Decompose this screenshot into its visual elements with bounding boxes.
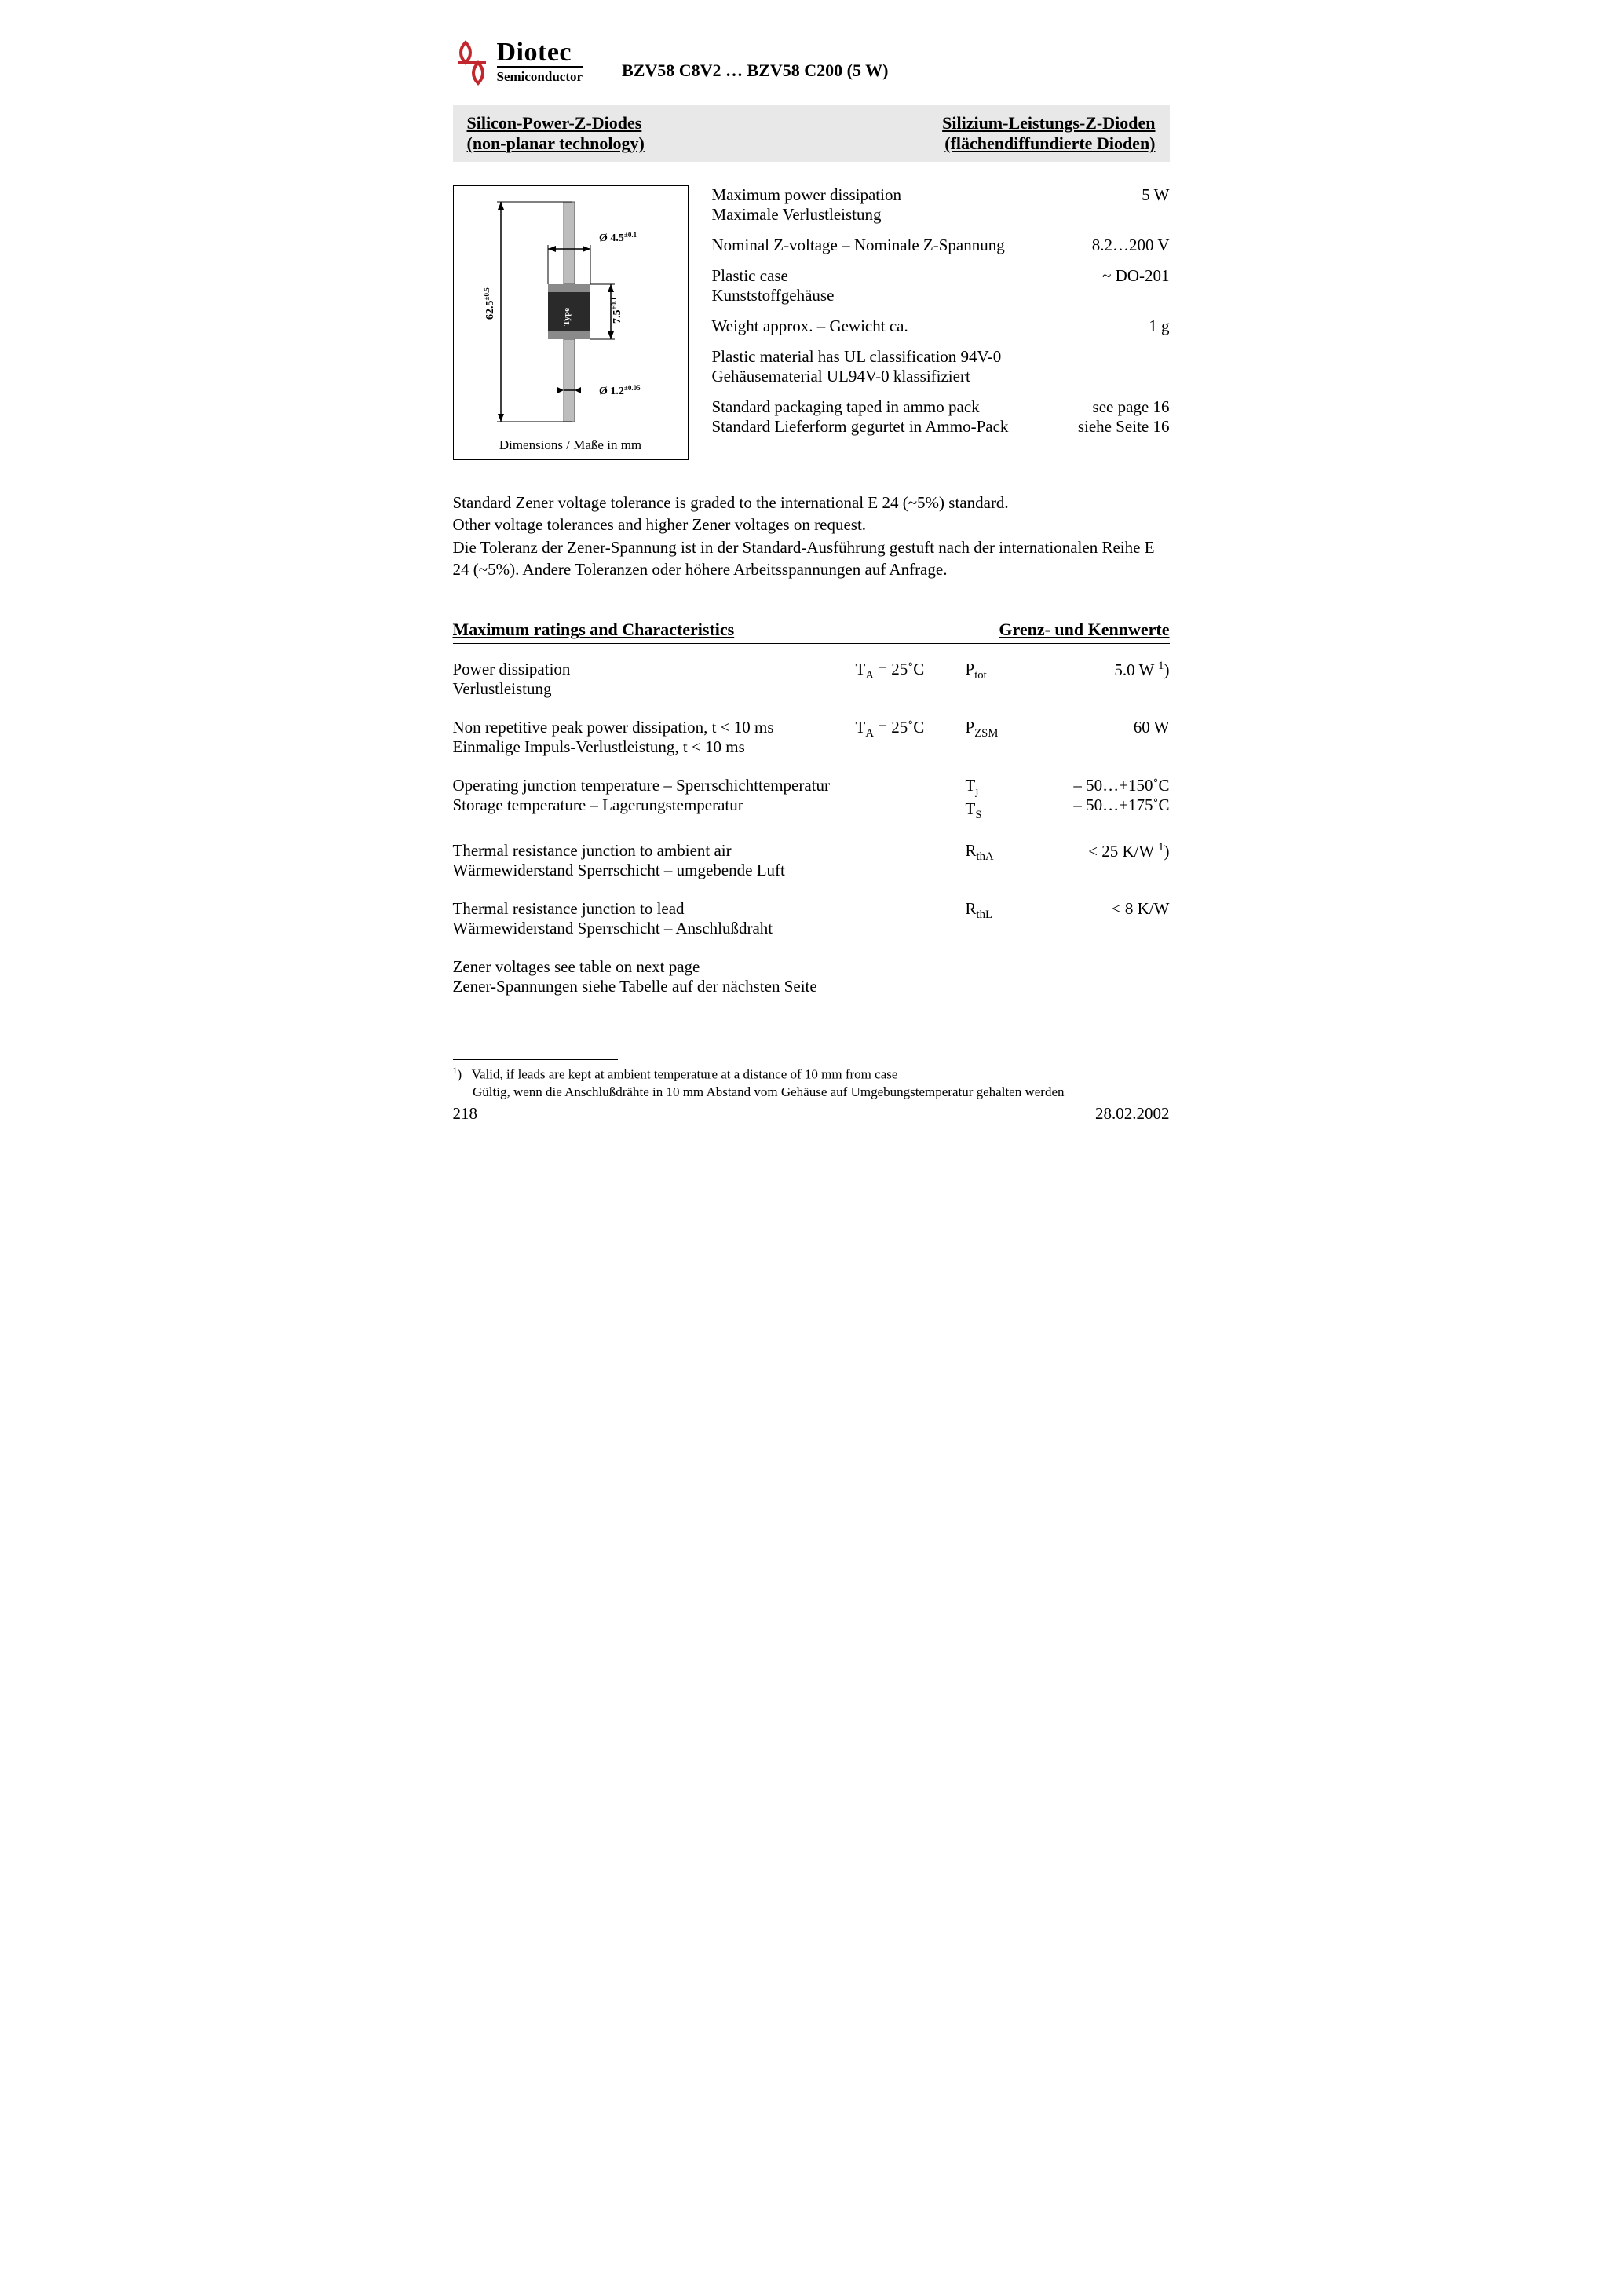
rating-row: Thermal resistance junction to ambient a… [453,841,1170,880]
footnote-en: Valid, if leads are kept at ambient temp… [472,1066,898,1081]
logo-name: Diotec [497,39,583,66]
logo: Diotec Semiconductor [453,39,583,86]
band-left: Silicon-Power-Z-Diodes (non-planar techn… [467,113,645,154]
svg-text:Ø 4.5±0.1: Ø 4.5±0.1 [599,231,637,244]
ratings-header-left: Maximum ratings and Characteristics [453,620,735,640]
page-header: Diotec Semiconductor BZV58 C8V2 … BZV58 … [453,39,1170,86]
spec-list: Maximum power dissipationMaximale Verlus… [712,185,1170,460]
footnote-marker: 1 [453,1065,458,1076]
package-diagram: Type 62.5±0.5 Ø 4.5±0.1 [453,185,689,460]
ratings-table: Power dissipationVerlustleistungTA = 25˚… [453,660,1170,996]
tolerance-paragraph: Standard Zener voltage tolerance is grad… [453,492,1170,580]
spec-row: Maximum power dissipationMaximale Verlus… [712,185,1170,225]
para-en2: Other voltage tolerances and higher Zene… [453,515,867,534]
rating-row: Thermal resistance junction to leadWärme… [453,899,1170,938]
page-date: 28.02.2002 [1095,1104,1170,1124]
ratings-header-right: Grenz- und Kennwerte [999,620,1169,640]
band-right-2: (flächendiffundierte Dioden) [944,133,1155,153]
spec-row: Weight approx. – Gewicht ca.1 g [712,316,1170,336]
title-band: Silicon-Power-Z-Diodes (non-planar techn… [453,105,1170,162]
rating-row: Power dissipationVerlustleistungTA = 25˚… [453,660,1170,699]
top-section: Type 62.5±0.5 Ø 4.5±0.1 [453,185,1170,460]
band-right: Silizium-Leistungs-Z-Dioden (flächendiff… [942,113,1155,154]
svg-text:Type: Type [562,308,572,326]
band-left-1: Silicon-Power-Z-Diodes [467,113,642,133]
ratings-header: Maximum ratings and Characteristics Gren… [453,620,1170,644]
diotec-logo-icon [453,39,491,86]
diagram-caption: Dimensions / Maße in mm [454,437,688,453]
diode-outline-svg: Type 62.5±0.5 Ø 4.5±0.1 [454,186,689,461]
spec-row: Nominal Z-voltage – Nominale Z-Spannung8… [712,236,1170,255]
para-en1: Standard Zener voltage tolerance is grad… [453,493,1009,512]
spec-row: Plastic material has UL classification 9… [712,347,1170,386]
footnote: 1) Valid, if leads are kept at ambient t… [453,1065,1170,1101]
rating-row: Operating junction temperature – Sperrsc… [453,776,1170,821]
svg-text:Ø 1.2±0.05: Ø 1.2±0.05 [599,384,641,397]
svg-text:62.5±0.5: 62.5±0.5 [483,287,496,320]
para-de: Die Toleranz der Zener-Spannung ist in d… [453,538,1155,579]
spec-row: Standard packaging taped in ammo packSta… [712,397,1170,437]
svg-text:7.5±0.1: 7.5±0.1 [610,297,623,324]
part-title: BZV58 C8V2 … BZV58 C200 (5 W) [622,60,888,81]
rating-row: Non repetitive peak power dissipation, t… [453,718,1170,757]
band-right-1: Silizium-Leistungs-Z-Dioden [942,113,1155,133]
rating-row: Zener voltages see table on next pageZen… [453,957,1170,996]
logo-sub: Semiconductor [497,66,583,85]
footnote-rule [453,1059,618,1060]
page-footer: 218 28.02.2002 [453,1104,1170,1124]
footnote-de: Gültig, wenn die Anschlußdrähte in 10 mm… [473,1084,1065,1099]
spec-row: Plastic caseKunststoffgehäuse~ DO-201 [712,266,1170,305]
band-left-2: (non-planar technology) [467,133,645,153]
page-number: 218 [453,1104,478,1124]
